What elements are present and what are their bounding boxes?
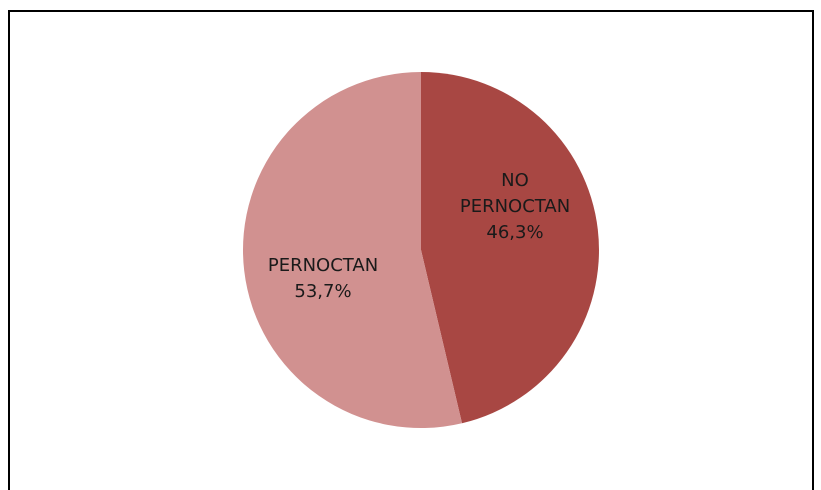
pie-slice — [421, 72, 599, 424]
pie-chart: NO PERNOCTAN 46,3% PERNOCTAN 53,7% — [242, 71, 599, 429]
slice-category-label: PERNOCTAN — [460, 196, 570, 217]
slice-value-label: 53,7% — [294, 281, 351, 302]
slice-value-label: 46,3% — [486, 222, 543, 243]
pie-slice — [242, 71, 463, 429]
slice-category-label: NO — [501, 170, 529, 191]
slice-category-label: PERNOCTAN — [268, 255, 378, 276]
